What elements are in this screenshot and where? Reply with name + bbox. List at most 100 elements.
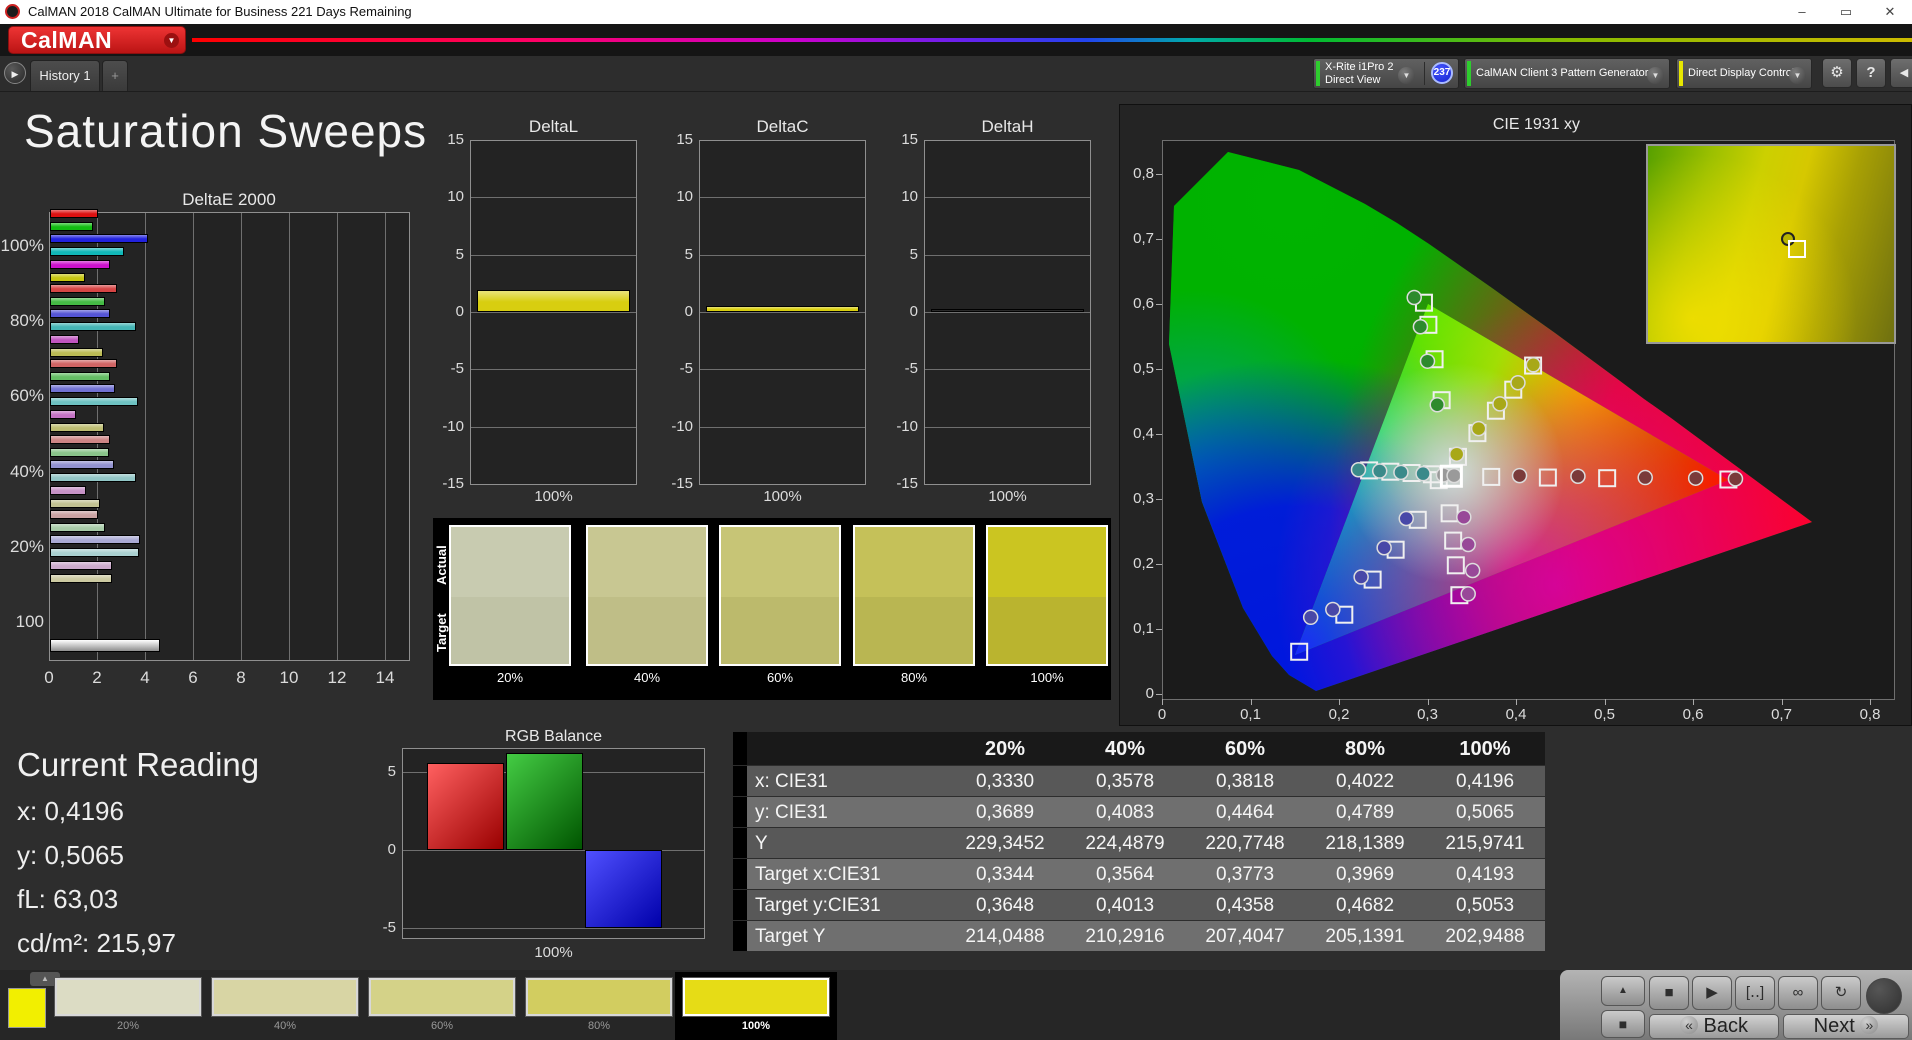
big-stop-button[interactable]: ■ xyxy=(1601,1010,1645,1038)
pattern-swatch-button-100%[interactable] xyxy=(683,978,829,1016)
table-cell: 0,5053 xyxy=(1425,890,1545,921)
deltae-bar xyxy=(50,397,138,407)
deltae-x-tick-label: 12 xyxy=(327,668,347,687)
deltae-group-label: 100% xyxy=(0,236,44,255)
table-cell: 0,4464 xyxy=(1185,797,1305,828)
deltal-xlabel: 100% xyxy=(534,488,573,505)
table-cell: 218,1389 xyxy=(1305,828,1425,859)
cie-x-tick-label: 0 xyxy=(1157,706,1167,723)
deltae-bar xyxy=(50,247,125,257)
delta-gridline xyxy=(925,197,1090,199)
stop-button[interactable]: ■ xyxy=(1649,976,1689,1010)
window-titlebar: CalMAN 2018 CalMAN Ultimate for Business… xyxy=(0,0,1912,24)
deltae-x-tick-label: 14 xyxy=(375,668,395,687)
cie-x-tick-label: 0,2 xyxy=(1328,706,1350,723)
swatch-label: 100% xyxy=(1030,670,1064,685)
display-control-name: Direct Display Control xyxy=(1688,67,1795,79)
pattern-swatch-button-20%[interactable] xyxy=(55,978,201,1016)
current-reading-fl: fL: 63,03 xyxy=(17,884,119,914)
cie-measured-point-green xyxy=(1429,397,1445,413)
cie-y-tick xyxy=(1156,434,1162,435)
pattern-generator-panel[interactable]: CalMAN Client 3 Pattern Generator ▼ xyxy=(1464,58,1670,89)
delta-y-tick-label: -10 xyxy=(671,417,693,435)
play-button[interactable]: ▶ xyxy=(1692,976,1732,1010)
table-row-label: x: CIE31 xyxy=(747,766,945,797)
next-button[interactable]: Next » xyxy=(1783,1014,1909,1039)
deltae-x-tick-label: 6 xyxy=(188,668,198,687)
table-row: Target x:CIE31 0,3344 0,3564 0,3773 0,3969 0,… xyxy=(733,859,1545,890)
target-swatch xyxy=(588,597,706,664)
panel-up-button[interactable]: ▲ xyxy=(1601,976,1645,1006)
actual-swatch xyxy=(988,527,1106,597)
display-control-panel[interactable]: Direct Display Control ▼ xyxy=(1676,58,1812,89)
tab-history-1[interactable]: History 1 xyxy=(30,60,100,91)
page-title: Saturation Sweeps xyxy=(24,105,428,157)
delta-y-tick-label: -10 xyxy=(896,417,918,435)
meter-status-bar xyxy=(1316,61,1320,86)
table-row-label: y: CIE31 xyxy=(747,797,945,828)
cie-inset-zoom xyxy=(1646,144,1896,344)
actual-row-label: Actual xyxy=(434,545,449,585)
table-row: 20% 40% 60% 80% 100% xyxy=(733,732,1545,766)
deltae-x-tick-label: 4 xyxy=(140,668,150,687)
delta-gridline xyxy=(925,312,1090,313)
delta-y-tick-label: 10 xyxy=(901,188,918,206)
chevron-down-icon[interactable]: ▼ xyxy=(1647,67,1664,84)
cie-y-tick-label: 0,1 xyxy=(1133,620,1154,637)
table-cell: 220,7748 xyxy=(1185,828,1305,859)
table-row-label: Y xyxy=(747,828,945,859)
cie-x-tick xyxy=(1693,699,1694,705)
collapse-up-icon[interactable]: ▲ xyxy=(30,972,60,986)
cie-measured-point-red xyxy=(1687,470,1704,486)
gear-icon[interactable]: ⚙ xyxy=(1822,58,1852,88)
loop-button[interactable]: ∞ xyxy=(1778,976,1818,1010)
cie-measured-point-yellow xyxy=(1448,446,1465,462)
maximize-button[interactable]: ▭ xyxy=(1839,4,1853,19)
deltae-bar xyxy=(50,409,77,419)
chevron-down-icon[interactable]: ▼ xyxy=(164,33,179,48)
meter-panel[interactable]: X-Rite i1Pro 2 Direct View ▼ 237 xyxy=(1313,58,1459,89)
deltae-gridline xyxy=(385,213,386,660)
cie-x-tick xyxy=(1870,699,1871,705)
deltae-bar xyxy=(50,535,140,545)
cie-measured-point-blue xyxy=(1398,510,1415,527)
deltae-group-label: 100 xyxy=(15,612,44,631)
chevron-down-icon[interactable]: ▼ xyxy=(1398,67,1415,84)
target-swatch xyxy=(988,597,1106,664)
actual-swatch xyxy=(588,527,706,597)
deltae-bar xyxy=(50,460,114,470)
next-chevron-icon: » xyxy=(1860,1016,1879,1034)
delta-gridline xyxy=(700,426,865,428)
calman-logo-button[interactable]: CalMAN ▼ xyxy=(8,26,186,54)
step-button[interactable]: [‥] xyxy=(1735,976,1775,1010)
back-button[interactable]: « Back xyxy=(1649,1014,1779,1039)
deltae-bar xyxy=(50,560,113,570)
actual-swatch xyxy=(855,527,973,597)
expand-panel-button[interactable]: ▶ xyxy=(4,62,26,84)
cie-y-tick-label: 0,8 xyxy=(1133,165,1154,182)
deltae-gridline xyxy=(289,213,290,660)
chevron-down-icon[interactable]: ▼ xyxy=(1789,67,1806,84)
delta-y-tick-label: -10 xyxy=(442,417,464,435)
minimize-button[interactable]: – xyxy=(1798,4,1806,19)
pattern-swatch-button-40%[interactable] xyxy=(212,978,358,1016)
pattern-swatch-button-80%[interactable] xyxy=(526,978,672,1016)
cie-measured-point-red xyxy=(1511,467,1528,484)
table-cell: 0,4022 xyxy=(1305,766,1425,797)
collapse-icon[interactable]: ◀ xyxy=(1890,58,1912,88)
target-row-label: Target xyxy=(434,613,449,653)
deltae-x-tick-label: 10 xyxy=(279,668,299,687)
pattern-swatch-button-60%[interactable] xyxy=(369,978,515,1016)
delta-y-tick-label: 15 xyxy=(901,131,918,148)
add-tab-button[interactable]: + xyxy=(102,60,128,91)
help-icon[interactable]: ? xyxy=(1856,58,1886,88)
cie-x-tick xyxy=(1162,699,1163,705)
deltae-bar xyxy=(50,359,118,368)
deltae-gridline xyxy=(241,213,242,660)
deltah-chart-title: DeltaH xyxy=(981,117,1034,136)
refresh-button[interactable]: ↻ xyxy=(1821,976,1861,1010)
cie-y-tick xyxy=(1156,239,1162,240)
close-button[interactable]: ✕ xyxy=(1884,4,1896,19)
deltae-bar xyxy=(50,573,113,583)
divider xyxy=(1424,62,1425,85)
